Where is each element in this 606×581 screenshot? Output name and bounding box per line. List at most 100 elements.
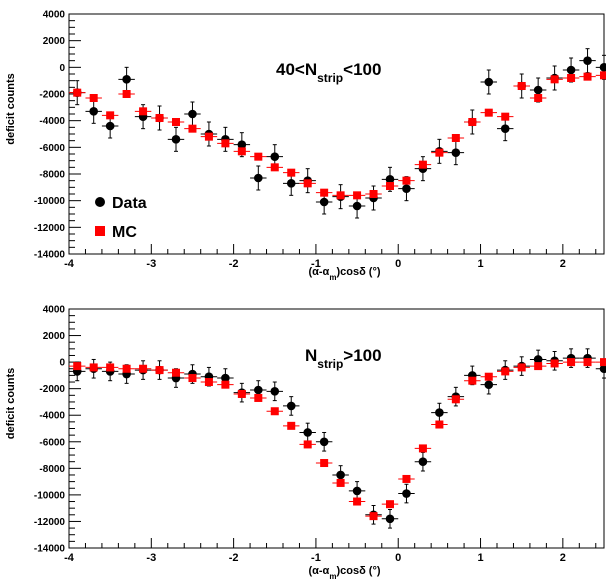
mc-point (139, 107, 148, 116)
data-point (270, 387, 280, 396)
x-tick-label: 2 (560, 258, 566, 270)
x-tick-label: 1 (477, 258, 483, 270)
mc-point (451, 134, 460, 142)
x-tick-label: 2 (560, 552, 566, 564)
mc-point (155, 114, 164, 122)
data-point (171, 135, 181, 144)
y-tick-label: 4000 (43, 10, 66, 21)
y-tick-label: -2000 (39, 90, 65, 101)
y-tick-label: 2000 (43, 331, 66, 342)
mc-point (320, 188, 329, 197)
data-point (254, 173, 263, 183)
x-tick-label: -4 (64, 258, 75, 270)
data-point (270, 152, 280, 161)
y-tick-label: 2000 (43, 36, 66, 47)
data-point (122, 75, 131, 84)
mc-point (550, 75, 559, 84)
mc-point (139, 364, 148, 373)
legend-marker-data (95, 197, 105, 207)
series-mc (69, 71, 606, 200)
y-tick-label: 0 (59, 63, 65, 74)
x-tick-label: -3 (146, 258, 156, 270)
data-point (303, 428, 312, 437)
series-mc (69, 358, 606, 521)
data-point (352, 201, 362, 211)
y-tick-label: -6000 (39, 437, 65, 448)
mc-point (402, 474, 411, 483)
data-point (286, 401, 296, 411)
data-point (484, 380, 494, 389)
mc-point (534, 94, 543, 102)
mc-point (435, 148, 444, 157)
mc-point (122, 90, 131, 98)
data-point (221, 373, 230, 383)
y-tick-label: -6000 (39, 143, 65, 154)
data-point (188, 109, 197, 119)
x-tick-label: 1 (477, 552, 483, 564)
data-point (484, 77, 494, 87)
plot-frame (68, 308, 605, 549)
y-tick-label: -8000 (39, 170, 65, 181)
mc-point (501, 112, 510, 121)
mc-point (188, 124, 197, 133)
mc-point (402, 176, 411, 185)
data-point (583, 56, 592, 65)
y-tick-label: -14000 (34, 250, 66, 261)
data-point (500, 124, 510, 133)
mc-point (435, 420, 444, 429)
x-tick-label: -2 (229, 552, 239, 564)
mc-point (106, 363, 115, 372)
data-point (566, 65, 576, 75)
mc-point (451, 395, 460, 404)
data-point (533, 85, 543, 95)
y-tick-label: -10000 (34, 196, 66, 207)
x-tick-label: -2 (229, 258, 239, 270)
data-point (599, 364, 606, 374)
mc-point (369, 512, 378, 521)
x-tick-label: -1 (311, 552, 321, 564)
mc-point (221, 380, 230, 389)
data-point (89, 107, 98, 116)
mc-point (106, 111, 115, 120)
mc-point (155, 366, 164, 375)
mc-point (336, 478, 345, 487)
data-point (319, 197, 329, 207)
y-tick-label: 4000 (43, 305, 66, 316)
mc-point (270, 163, 279, 172)
mc-point (517, 82, 526, 90)
mc-point (237, 147, 246, 156)
mc-point (287, 168, 296, 177)
mc-point (172, 118, 180, 126)
mc-point (204, 378, 213, 387)
mc-point (386, 182, 394, 190)
y-tick-label: -2000 (39, 384, 65, 395)
chart-panel-1: -14000-12000-10000-8000-6000-4000-200002… (5, 10, 606, 282)
mc-point (484, 108, 493, 117)
legend: Data MC (95, 195, 147, 241)
data-point (599, 63, 606, 72)
data-point (533, 355, 543, 364)
data-point (319, 437, 329, 447)
panel-title: 40<Nstrip<100 (276, 60, 381, 85)
y-tick-label: 0 (59, 358, 65, 369)
mc-point (353, 191, 362, 200)
mc-point (221, 139, 230, 148)
mc-point (418, 160, 427, 169)
chart-panel-2: -14000-12000-10000-8000-6000-4000-200002… (5, 305, 606, 581)
data-point (105, 121, 115, 131)
y-tick-label: -4000 (39, 411, 65, 422)
mc-point (369, 190, 378, 198)
x-axis-label: (α-αm)cosδ (°) (308, 565, 380, 581)
mc-point (600, 358, 606, 367)
data-point (402, 184, 411, 193)
mc-point (468, 118, 477, 126)
mc-point (534, 362, 543, 371)
mc-point (122, 364, 131, 373)
legend-marker-mc (95, 226, 105, 236)
mc-point (287, 421, 296, 430)
mc-point (254, 152, 263, 161)
mc-point (600, 71, 606, 80)
plot-frame (68, 13, 605, 255)
mc-point (550, 359, 559, 368)
